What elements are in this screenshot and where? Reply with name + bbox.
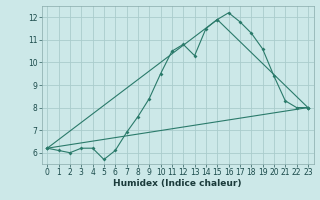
- X-axis label: Humidex (Indice chaleur): Humidex (Indice chaleur): [113, 179, 242, 188]
